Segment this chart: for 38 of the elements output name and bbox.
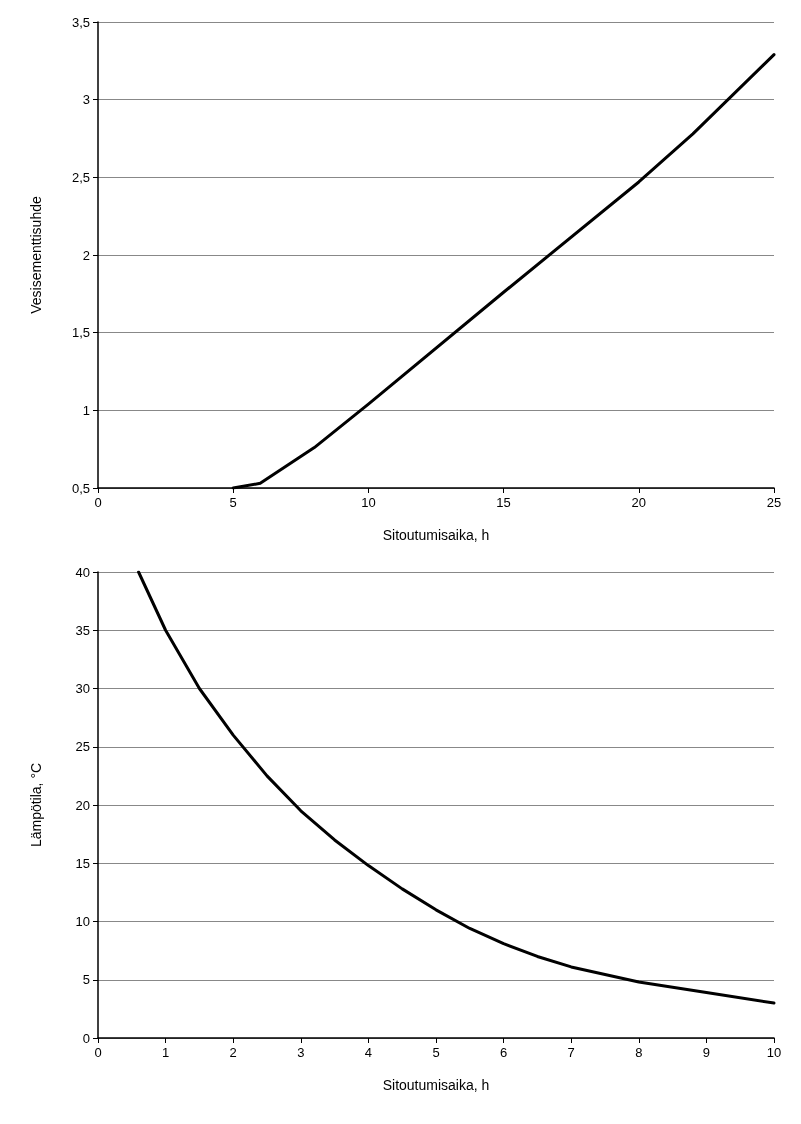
x-tick-label: 9 [702,1045,711,1060]
y-tick-label: 1 [82,402,90,418]
y-tick-label: 15 [75,855,90,871]
x-tick-label: 5 [229,495,237,510]
x-tick-label: 6 [499,1045,508,1060]
x-tick-label: 20 [631,495,647,510]
x-tick-label: 10 [766,1045,782,1060]
y-tick-label: 3 [82,92,90,108]
y-tick-label: 30 [75,681,90,696]
y-tick-label: 2,5 [71,169,90,185]
x-tick-label: 25 [766,495,782,510]
y-axis-title: Lämpötila, °C [28,762,44,848]
y-tick-label: 25 [75,739,90,755]
y-axis-title: Vesisementtisuhde [28,196,44,314]
y-tick-label: 0 [82,1030,90,1046]
y-tick-label: 3,5 [71,14,90,30]
x-tick-label: 2 [229,1045,237,1060]
y-tick-label: 5 [82,972,90,988]
x-tick-label: 4 [364,1045,373,1060]
x-tick-label: 0 [94,495,102,510]
y-tick-label: 40 [75,564,90,580]
y-tick-label: 0,5 [71,480,90,496]
x-axis-title: Sitoutumisaika, h [382,1077,490,1093]
x-tick-label: 8 [635,1045,643,1060]
y-tick-label: 10 [75,914,90,929]
line-series [137,570,776,1005]
x-tick-label: 10 [361,495,376,510]
x-tick-label: 7 [567,1045,575,1060]
y-tick-label: 2 [82,247,90,263]
y-tick-label: 20 [75,797,90,813]
x-tick-label: 0 [94,1045,102,1060]
y-tick-label: 1,5 [71,325,90,341]
x-axis-title: Sitoutumisaika, h [382,527,490,543]
x-tick-label: 15 [496,495,511,510]
x-tick-label: 3 [297,1045,305,1060]
x-tick-label: 5 [432,1045,440,1060]
x-tick-label: 1 [161,1045,170,1060]
y-tick-label: 35 [75,622,90,638]
